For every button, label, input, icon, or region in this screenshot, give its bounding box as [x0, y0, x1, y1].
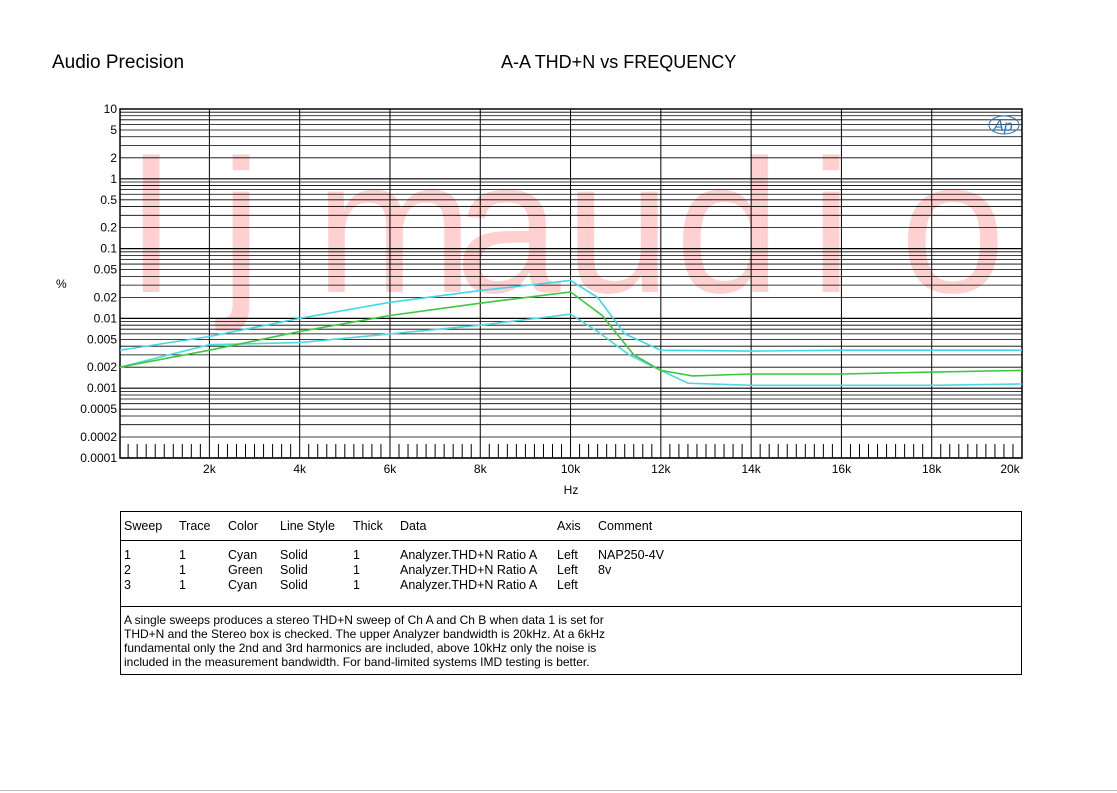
- x-tick-label: 10k: [561, 462, 581, 476]
- y-tick-label: 0.01: [94, 311, 118, 325]
- legend-header-line-style: Line Style: [280, 519, 335, 533]
- legend-cell: 1: [179, 563, 186, 577]
- legend-cell: 8v: [598, 563, 612, 577]
- y-tick-label: 0.001: [87, 381, 117, 395]
- ap-logo-ring: [988, 115, 1020, 135]
- y-tick-label: 0.0001: [80, 451, 117, 465]
- legend-cell: Solid: [280, 548, 308, 562]
- y-tick-label: 0.002: [87, 360, 117, 374]
- legend-cell: 1: [124, 548, 131, 562]
- legend-cell: 1: [179, 548, 186, 562]
- page-bottom-rule: [0, 790, 1117, 791]
- y-tick-label: 0.05: [94, 263, 118, 277]
- legend-header-color: Color: [228, 519, 258, 533]
- x-tick-label: 14k: [741, 462, 761, 476]
- legend-cell: Analyzer.THD+N Ratio A: [400, 578, 538, 592]
- x-tick-label: 2k: [203, 462, 217, 476]
- legend-cell: Analyzer.THD+N Ratio A: [400, 548, 538, 562]
- y-tick-label: 0.1: [100, 242, 117, 256]
- series-line-3: [119, 291, 1023, 377]
- grid-major-lines: [120, 109, 1023, 459]
- legend-cell: Left: [557, 563, 578, 577]
- x-tick-label: 16k: [832, 462, 852, 476]
- legend-header-thick: Thick: [353, 519, 383, 533]
- legend-header-comment: Comment: [598, 519, 653, 533]
- legend-cell: NAP250-4V: [598, 548, 665, 562]
- legend-cell: Left: [557, 548, 578, 562]
- legend-cell: Green: [228, 563, 263, 577]
- y-tick-labels: 10 5 2 1 0.5 0.2 0.1 0.05 0.02 0.01 0.005 0.002 0.00…: [80, 102, 117, 465]
- series-lines: [119, 279, 1023, 387]
- legend-header-data: Data: [400, 519, 427, 533]
- legend-cell: Cyan: [228, 548, 258, 562]
- x-tick-labels: 2k 4k 6k 8k 10k 12k 14k 16k 18k 20k: [203, 462, 1021, 476]
- legend-cell: 1: [179, 578, 186, 592]
- y-tick-label: 0.2: [100, 221, 117, 235]
- legend-cell: Solid: [280, 563, 308, 577]
- note-line: A single sweeps produces a stereo THD+N …: [124, 613, 604, 627]
- legend-divider: [121, 606, 1021, 607]
- x-tick-label: 12k: [651, 462, 671, 476]
- thd-frequency-chart: 10 5 2 1 0.5 0.2 0.1 0.05 0.02 0.01 0.005 0.002 0.00…: [56, 102, 1023, 497]
- y-tick-label: 0.0002: [80, 430, 117, 444]
- series-line-1: [119, 279, 1022, 352]
- legend-cell: 2: [124, 563, 131, 577]
- y-axis-label: %: [56, 277, 67, 291]
- legend-header-sweep: Sweep: [124, 519, 163, 533]
- x-tick-label: 4k: [293, 462, 307, 476]
- legend-cell: 1: [353, 578, 360, 592]
- legend-cell: 1: [353, 563, 360, 577]
- note-line: included in the measurement bandwidth. F…: [124, 655, 590, 669]
- plot-frame: [119, 108, 1023, 459]
- brand-label: Audio Precision: [52, 52, 185, 73]
- y-tick-label: 0.02: [94, 290, 118, 304]
- legend-cell: Solid: [280, 578, 308, 592]
- legend-header-axis: Axis: [557, 519, 581, 533]
- y-tick-label: 1: [110, 172, 117, 186]
- legend-note: A single sweeps produces a stereo THD+N …: [124, 613, 684, 669]
- legend-cell: Cyan: [228, 578, 258, 592]
- y-tick-label: 2: [110, 151, 117, 165]
- ap-logo: Ap: [992, 118, 1013, 135]
- x-tick-label: 18k: [922, 462, 942, 476]
- x-minor-ticks: [127, 444, 1014, 458]
- note-line: fundamental only the 2nd and 3rd harmoni…: [124, 641, 597, 655]
- legend-cell: Analyzer.THD+N Ratio A: [400, 563, 538, 577]
- y-tick-label: 0.005: [87, 332, 117, 346]
- series-line-2: [119, 313, 1023, 387]
- y-tick-label: 5: [110, 123, 117, 137]
- chart-title: A-A THD+N vs FREQUENCY: [501, 52, 737, 72]
- x-tick-label: 20k: [1000, 462, 1020, 476]
- x-tick-label: 6k: [384, 462, 398, 476]
- legend-header-trace: Trace: [179, 519, 211, 533]
- y-tick-label: 0.0005: [80, 402, 117, 416]
- legend-cell: 3: [124, 578, 131, 592]
- legend-cell: 1: [353, 548, 360, 562]
- x-axis-label: Hz: [564, 483, 579, 497]
- legend-divider: [121, 540, 1021, 541]
- legend-table: Sweep Trace Color Line Style Thick Data …: [120, 511, 1022, 675]
- x-tick-label: 8k: [474, 462, 488, 476]
- note-line: THD+N and the Stereo box is checked. The…: [124, 627, 606, 641]
- y-tick-label: 10: [104, 102, 118, 116]
- y-tick-label: 0.5: [100, 193, 117, 207]
- legend-cell: Left: [557, 578, 578, 592]
